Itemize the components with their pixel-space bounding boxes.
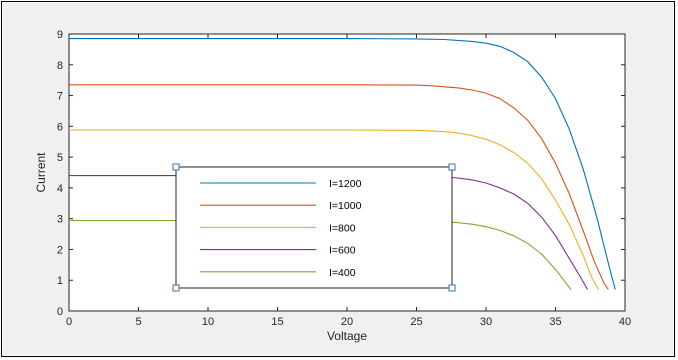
x-tick-label: 0 (66, 316, 72, 328)
y-tick-label: 5 (57, 152, 63, 164)
series-line (69, 84, 609, 290)
legend-label: I=800 (329, 222, 356, 234)
y-tick-label: 0 (57, 306, 63, 318)
y-tick-label: 3 (57, 214, 63, 226)
legend-label: I=600 (329, 245, 356, 257)
y-tick-label: 6 (57, 121, 63, 133)
legend-label: I=1000 (329, 200, 362, 212)
y-tick-label: 2 (57, 244, 63, 256)
legend-resize-handle[interactable] (172, 163, 180, 171)
x-tick-label: 20 (341, 316, 353, 328)
y-tick-label: 4 (57, 183, 63, 195)
series-line (69, 129, 600, 290)
y-tick-label: 1 (57, 275, 63, 287)
legend[interactable]: I=1200 I=1000 I=800 I=600 I=400 (172, 163, 456, 292)
legend-resize-handle[interactable] (172, 284, 180, 292)
x-tick-label: 15 (271, 316, 283, 328)
x-tick-label: 25 (410, 316, 422, 328)
y-tick-label: 9 (57, 29, 63, 41)
series-line (69, 38, 616, 290)
legend-resize-handle[interactable] (448, 284, 456, 292)
x-tick-label: 40 (619, 316, 631, 328)
x-tick-label: 5 (135, 316, 141, 328)
x-tick-label: 10 (202, 316, 214, 328)
y-axis-ticks: 0 1 2 3 4 5 6 7 8 9 (57, 29, 625, 318)
legend-resize-handle[interactable] (448, 163, 456, 171)
y-tick-label: 8 (57, 60, 63, 72)
x-axis-label: Voltage (327, 329, 367, 343)
x-tick-label: 30 (480, 316, 492, 328)
legend-label: I=400 (329, 267, 356, 279)
y-tick-label: 7 (57, 91, 63, 103)
x-tick-label: 35 (549, 316, 561, 328)
legend-label: I=1200 (329, 178, 362, 190)
x-axis-ticks: 0 5 10 15 20 25 30 35 40 (66, 34, 631, 328)
y-axis-label: Current (34, 152, 48, 193)
